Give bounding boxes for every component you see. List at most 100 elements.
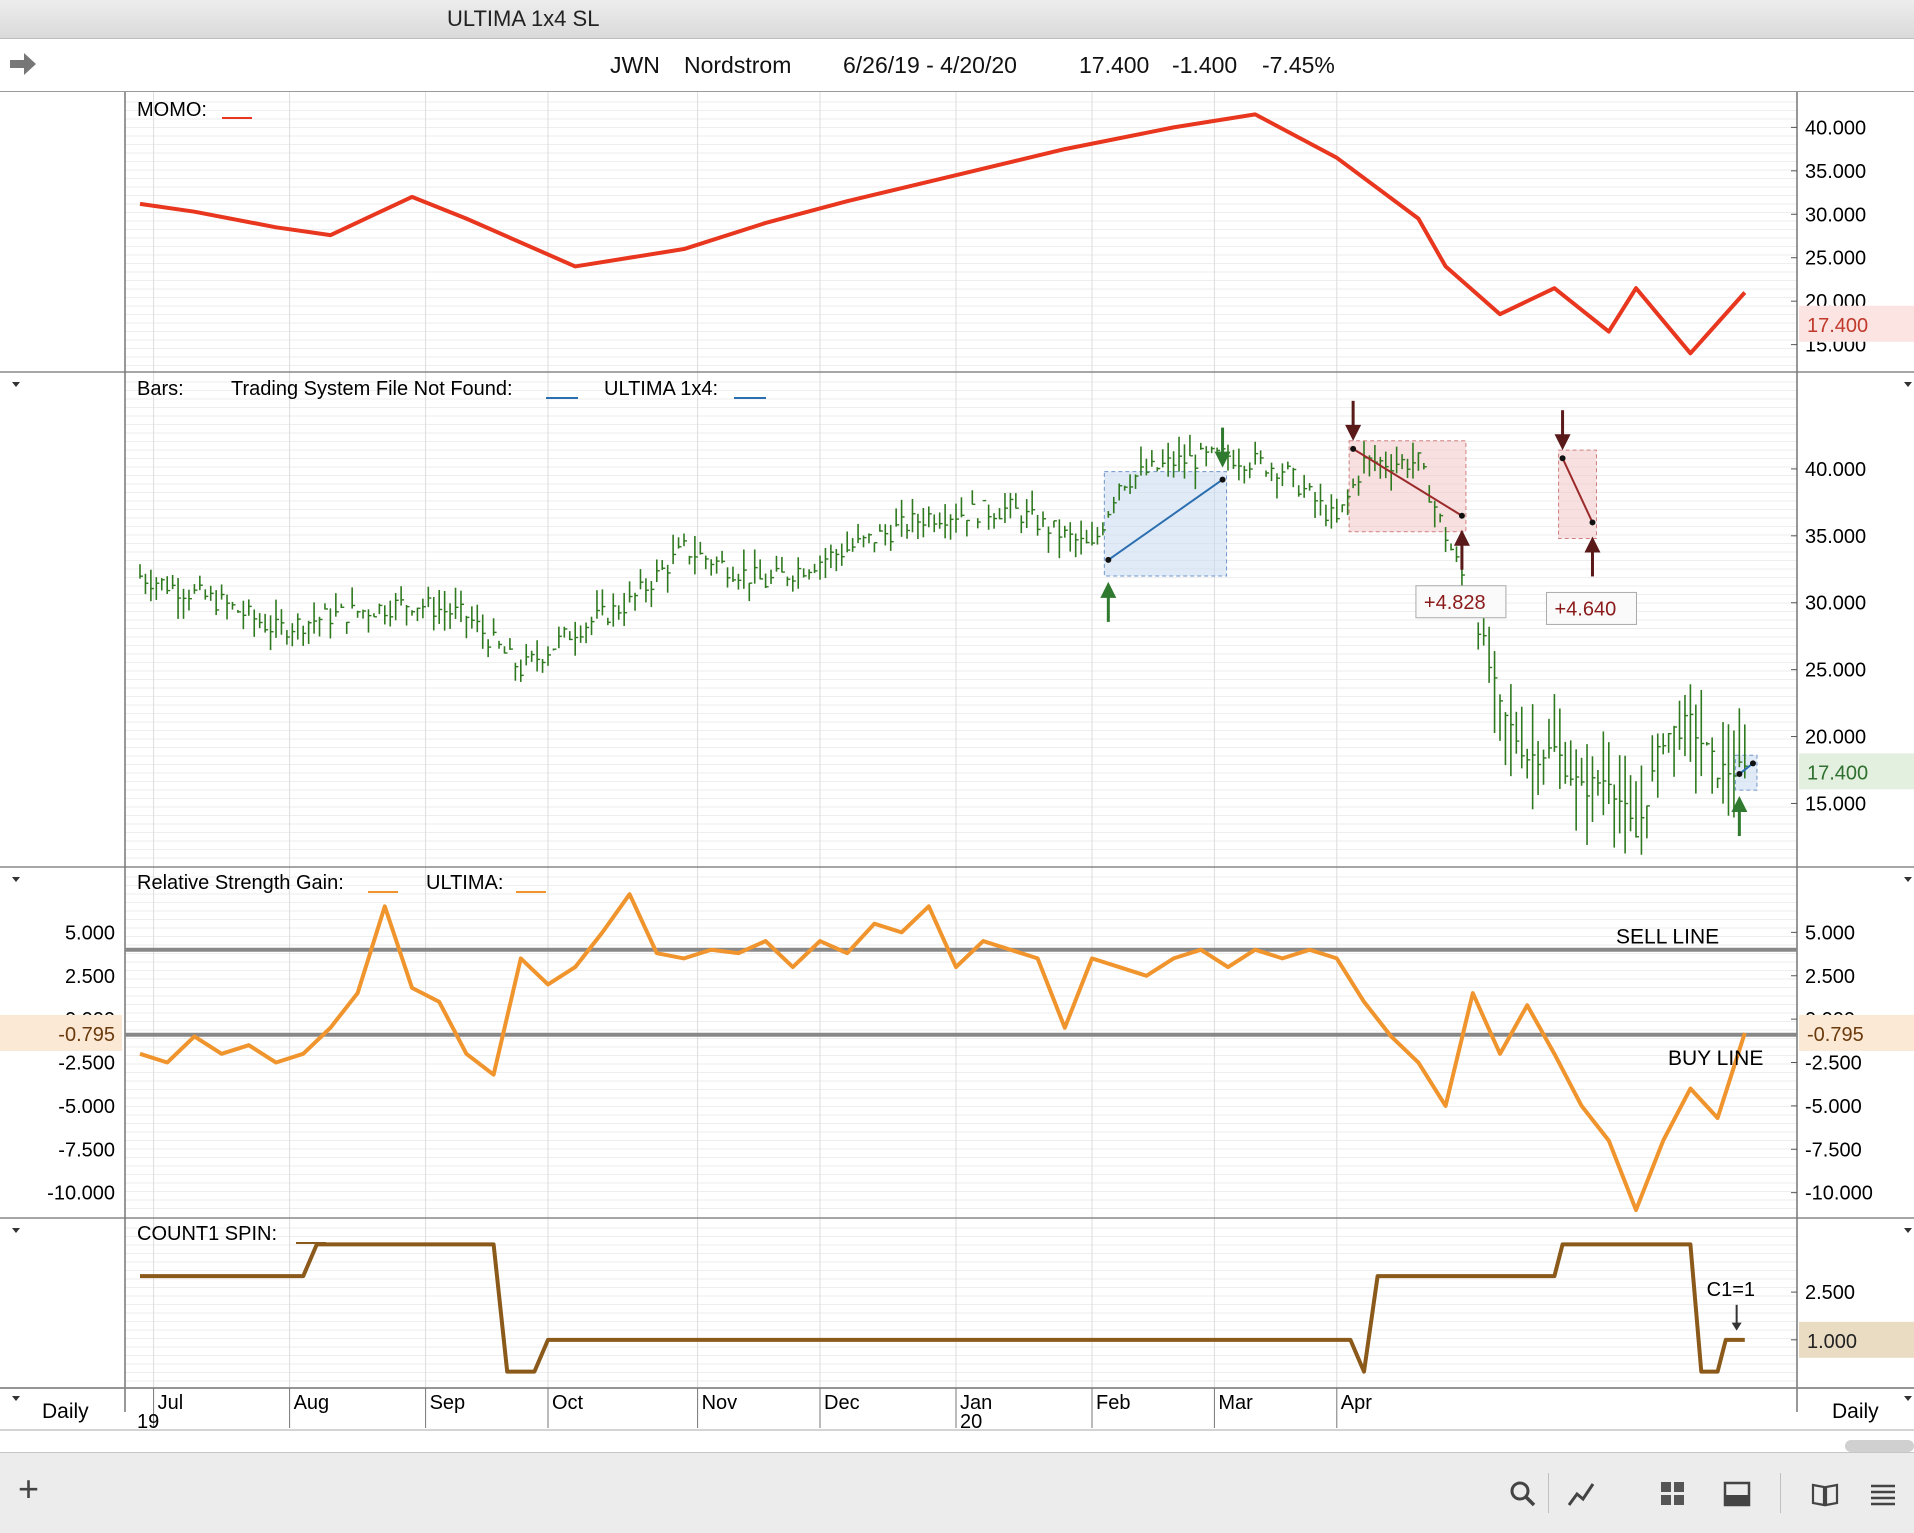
- rsg-series-line: [139, 892, 1747, 1212]
- momo-ytick-label: 35.000: [1805, 161, 1866, 183]
- buy-arrow-icon: [1100, 581, 1117, 622]
- price-last-value: 17.400: [1807, 762, 1868, 784]
- symbol-ticker: JWN: [610, 52, 660, 78]
- spin-annotation: C1=1: [1707, 1279, 1755, 1301]
- spin-last-value-bg: [1799, 1321, 1914, 1358]
- chart-area[interactable]: +4.828 +4.640 MOMO: 40.000 35.000 30.000 25.0…: [0, 92, 1914, 1452]
- month-label: Mar: [1218, 1392, 1253, 1414]
- price-change: -1.400: [1172, 52, 1238, 78]
- profit-label: +4.640: [1554, 598, 1616, 620]
- trade-exit-dot: [1589, 519, 1596, 526]
- rsg-last-value: -0.795: [1807, 1024, 1864, 1046]
- rsg-ytick-label-right: 2.500: [1805, 966, 1855, 988]
- chevron-down-icon: [1904, 382, 1912, 387]
- bottom-toolbar: +: [0, 1452, 1914, 1533]
- symbol-name: Nordstrom: [684, 52, 792, 78]
- price-ytick-label: 35.000: [1805, 526, 1866, 548]
- price-ytick-label: 20.000: [1805, 727, 1866, 749]
- spin-annotation-arrowhead: [1731, 1322, 1742, 1331]
- year-label-2020: 20: [960, 1411, 982, 1433]
- chevron-down-icon: [12, 1396, 20, 1401]
- price-legend-bars: Bars:: [137, 378, 184, 400]
- price-ytick-label: 15.000: [1805, 793, 1866, 815]
- rsg-last-left-bg: [0, 1014, 122, 1051]
- month-label: Feb: [1096, 1392, 1130, 1414]
- month-label: Aug: [294, 1392, 330, 1414]
- period-label-right: Daily: [1832, 1400, 1879, 1423]
- list-icon[interactable]: [1868, 1479, 1898, 1509]
- chevron-down-icon: [12, 877, 20, 882]
- momo-ytick-label: 40.000: [1805, 117, 1866, 139]
- spin-series-line: [140, 1242, 1745, 1374]
- trade-entry-dot: [1736, 771, 1743, 778]
- month-label: Dec: [824, 1392, 860, 1414]
- price-legend-system: Trading System File Not Found:: [231, 378, 513, 400]
- trade-line-3: [1561, 457, 1594, 523]
- trade-box-1: [1103, 471, 1228, 577]
- forward-arrow-icon[interactable]: [8, 49, 38, 79]
- momo-last-value: 17.400: [1807, 315, 1868, 337]
- book-icon[interactable]: [1810, 1479, 1840, 1509]
- grid-icon[interactable]: [1658, 1479, 1688, 1509]
- month-label: Oct: [552, 1392, 584, 1414]
- short-exit-arrow-icon: [1584, 536, 1601, 577]
- rsg-legend-gain: Relative Strength Gain:: [137, 872, 344, 894]
- momo-legend: MOMO:: [137, 99, 207, 121]
- chevron-down-icon: [12, 382, 20, 387]
- symbol-header: JWN Nordstrom 6/26/19 - 4/20/20 17.400 -…: [0, 39, 1914, 93]
- rsg-ytick-label-right: -7.500: [1805, 1139, 1862, 1161]
- rsg-ytick-label-right: -2.500: [1805, 1053, 1862, 1075]
- trade-entry-dot: [1105, 556, 1112, 563]
- date-range: 6/26/19 - 4/20/20: [843, 52, 1017, 78]
- rsg-last-value-bg: [1799, 1014, 1914, 1051]
- panel-icon[interactable]: [1722, 1479, 1752, 1509]
- trade-exit-dot: [1458, 512, 1465, 519]
- search-icon[interactable]: [1508, 1479, 1538, 1509]
- chevron-down-icon: [1904, 1228, 1912, 1233]
- profit-label: +4.828: [1424, 592, 1486, 614]
- trade-line-2: [1352, 447, 1463, 517]
- profit-label-box: [1415, 585, 1507, 619]
- line-chart-icon[interactable]: [1566, 1479, 1596, 1509]
- horizontal-scrollbar[interactable]: [1845, 1440, 1914, 1452]
- chevron-down-icon: [1904, 1396, 1912, 1401]
- rsg-ytick-label-right: -5.000: [1805, 1096, 1862, 1118]
- month-label: Jan: [960, 1392, 992, 1414]
- spin-ytick-label: 2.500: [1805, 1282, 1855, 1304]
- trade-box-2: [1348, 440, 1467, 533]
- profit-label-box: [1545, 591, 1637, 625]
- period-label-left: Daily: [42, 1400, 89, 1423]
- sell-arrow-icon: [1214, 427, 1231, 468]
- price-ytick-label: 40.000: [1805, 459, 1866, 481]
- spin-last-value: 1.000: [1807, 1331, 1857, 1353]
- plus-icon[interactable]: +: [18, 1468, 40, 1509]
- rsg-ytick-label-left: 2.500: [65, 966, 115, 988]
- rsg-legend-ultima: ULTIMA:: [426, 872, 503, 894]
- month-label: Nov: [702, 1392, 738, 1414]
- chart-background: [0, 92, 1914, 1452]
- year-label-2019: 19: [137, 1411, 159, 1433]
- short-entry-arrow-icon: [1554, 410, 1571, 451]
- price-ytick-label: 30.000: [1805, 593, 1866, 615]
- trade-exit-dot: [1219, 476, 1226, 483]
- month-label: Sep: [430, 1392, 466, 1414]
- momo-last-value-bg: [1799, 305, 1914, 342]
- month-label: Jul: [158, 1392, 184, 1414]
- window-title: ULTIMA 1x4 SL: [447, 6, 600, 31]
- buy-arrow-icon: [1731, 796, 1748, 837]
- buy-line-label: BUY LINE: [1668, 1047, 1763, 1070]
- rsg-ytick-label-left: -5.000: [58, 1096, 115, 1118]
- price-ytick-label: 25.000: [1805, 660, 1866, 682]
- trade-line-1: [1107, 478, 1224, 561]
- price-last-value-bg: [1799, 753, 1914, 790]
- rsg-ytick-label-left: -10.000: [47, 1183, 115, 1205]
- spin-legend: COUNT1 SPIN:: [137, 1223, 277, 1245]
- rsg-ytick-label-left: -2.500: [58, 1053, 115, 1075]
- short-entry-arrow-icon: [1345, 400, 1362, 441]
- rsg-ytick-label-right: -10.000: [1805, 1183, 1873, 1205]
- momo-ytick-label: 25.000: [1805, 248, 1866, 270]
- month-label: Apr: [1341, 1392, 1372, 1414]
- rsg-last-value-left: -0.795: [58, 1024, 115, 1046]
- rsg-ytick-label-left: 5.000: [65, 922, 115, 944]
- short-exit-arrow-icon: [1453, 529, 1470, 570]
